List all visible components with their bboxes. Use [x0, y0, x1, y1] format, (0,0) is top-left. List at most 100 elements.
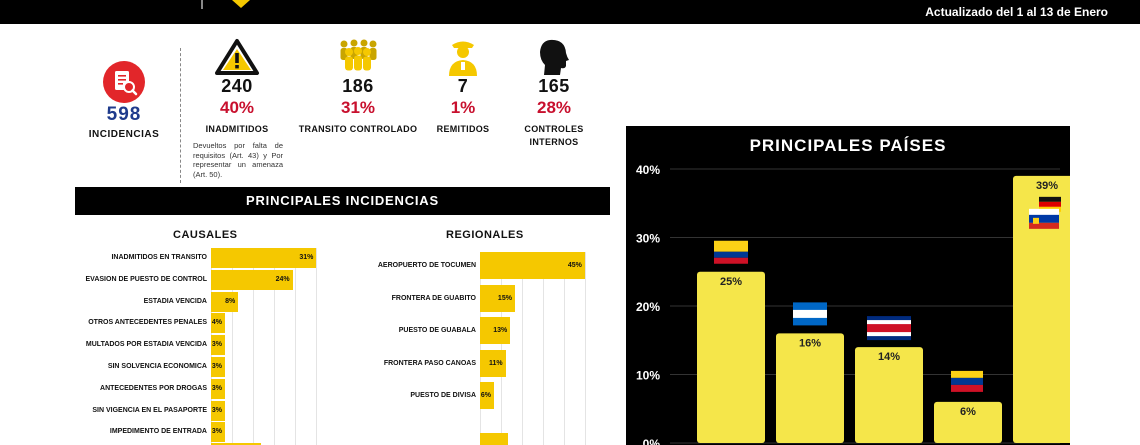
bar-category-label: ANTECEDENTES POR DROGAS — [0, 379, 207, 399]
bar: 13% — [480, 317, 511, 344]
stat-percent: 28% — [536, 98, 572, 117]
bar-value-label: 25% — [720, 276, 742, 288]
bar-value-label: 15% — [497, 294, 512, 302]
category-text: OTROS ANTECEDENTES PENALES — [88, 319, 207, 327]
colombia-flag-icon — [714, 240, 748, 252]
bar-value-label: 3% — [211, 428, 222, 436]
venezuela-flag-icon — [951, 370, 983, 378]
category-text: PUESTO DE DIVISA — [410, 392, 476, 399]
flag-stripe — [1039, 201, 1061, 207]
bar: 3% — [211, 378, 225, 399]
bar: 3% — [211, 335, 225, 356]
stat-number: 7 — [457, 76, 469, 96]
bar-value-label: 8% — [225, 297, 236, 305]
stat-remitidos: 7 1% REMITIDOS — [430, 38, 496, 136]
country-bar — [1013, 175, 1070, 443]
bar-category-label: IMPEDIMENTO DE ENTRADA — [0, 422, 207, 442]
officer-icon — [449, 41, 477, 76]
category-text: IMPEDIMENTO DE ENTRADA — [109, 428, 207, 436]
shield-logo-icon — [232, 0, 250, 8]
bar-value-label: 3% — [211, 406, 222, 414]
causales-title: CAUSALES — [173, 229, 238, 241]
bar-value-label: 3% — [211, 341, 222, 349]
category-text: AEROPUERTO DE TOCUMEN — [377, 262, 476, 269]
crowd-icon — [340, 39, 377, 71]
other-countries-flags-icon — [1039, 196, 1061, 202]
gridline — [295, 248, 296, 445]
flag-stripe — [867, 324, 911, 333]
category-text: PUESTO DE GUABALA — [398, 327, 476, 334]
bar-value-label: 11% — [489, 359, 503, 367]
category-text: ESTADIA VENCIDA — [143, 297, 207, 305]
bar-value-label: 14% — [878, 351, 900, 363]
bar-value-label: 16% — [799, 337, 821, 349]
flag-stripe — [1029, 208, 1059, 217]
bar-category-label: AEROPUERTO DE TOCUMEN — [0, 252, 476, 279]
bar-value-label: 3% — [211, 363, 222, 370]
bar: 31% — [211, 248, 317, 268]
bar-value-label: 31% — [299, 254, 314, 261]
category-text: SIN VIGENCIA EN EL PASAPORTE — [92, 406, 207, 414]
bar-value-label: 3% — [211, 384, 222, 392]
bar: 6% — [480, 382, 494, 409]
gridline — [253, 248, 254, 445]
bar-category-label: EVASION DE PUESTO DE CONTROL — [0, 270, 207, 290]
bar-category-label: SIN VIGENCIA EN EL PASAPORTE — [0, 401, 207, 421]
gridline — [585, 252, 586, 445]
dashed-divider — [180, 48, 181, 183]
bar-value-label: 13% — [493, 327, 508, 334]
bar-category-label: FRONTERA DE GUABITO — [0, 285, 476, 312]
y-tick-label: 10% — [636, 369, 660, 383]
total-incidents-label: INCIDENCIAS — [88, 129, 160, 140]
bar: 15% — [480, 284, 515, 312]
stat-number: 240 — [221, 76, 253, 96]
gridline — [316, 248, 317, 445]
stat-number: 165 — [538, 76, 570, 96]
head-silhouette-icon — [540, 39, 569, 75]
bar-value-label: 6% — [960, 406, 976, 418]
gridline — [501, 252, 502, 445]
bar: 8% — [211, 291, 239, 312]
flag-stripe — [793, 309, 827, 318]
bar-category-label: OTROS ANTECEDENTES PENALES — [0, 313, 207, 333]
flag-stripe — [1029, 214, 1059, 223]
stat-label: INADMITIDOS — [205, 124, 269, 134]
stat-label: REMITIDOS — [436, 124, 490, 134]
inadmitidos-note: Devueltos por falta de requisitos (Art. … — [193, 141, 283, 179]
flag-stripe — [1033, 217, 1039, 224]
stat-percent: 40% — [219, 98, 255, 117]
header-divider — [201, 0, 203, 9]
bar-value-label: 24% — [275, 275, 290, 283]
flag-stripe — [714, 257, 748, 264]
stat-controles-internos: 165 28% CONTROLES INTERNOS — [518, 38, 590, 149]
warning-icon — [215, 39, 259, 75]
regionales-title: REGIONALES — [446, 229, 524, 241]
bar: 3% — [211, 422, 225, 443]
bar: 24% — [211, 269, 293, 290]
stat-number: 186 — [342, 76, 374, 96]
stat-transito-controlado: 186 31% TRANSITO CONTROLADO — [294, 38, 422, 136]
country-bar — [855, 347, 923, 443]
category-text: ANTECEDENTES POR DROGAS — [100, 384, 207, 392]
gridline — [480, 252, 481, 445]
flag-stripe — [951, 384, 983, 392]
gridline — [564, 252, 565, 445]
bar-category-label: ESTADIA VENCIDA — [0, 292, 207, 312]
bar: 45% — [480, 252, 585, 279]
stat-percent: 1% — [450, 98, 476, 117]
principales-incidencias-banner: PRINCIPALES INCIDENCIAS — [75, 187, 610, 215]
category-text: SIN SOLVENCIA ECONOMICA — [107, 363, 207, 370]
total-incidents-number: 598 — [106, 104, 142, 125]
y-tick-label: 40% — [636, 163, 660, 177]
paises-chart-title: PRINCIPALES PAÍSES — [749, 136, 947, 155]
flag-stripe — [1029, 222, 1059, 229]
bar: 3% — [211, 400, 225, 421]
category-text: MULTADOS POR ESTADIA VENCIDA — [85, 341, 207, 349]
category-text: FRONTERA PASO CANOAS — [383, 359, 476, 367]
gridline — [522, 252, 523, 445]
gridline — [543, 252, 544, 445]
category-text: FRONTERA DE GUABITO — [391, 294, 476, 302]
bar-value-label: 39% — [1036, 180, 1058, 192]
stat-label: CONTROLES INTERNOS — [524, 124, 584, 147]
bar-value-label: 45% — [567, 262, 582, 269]
